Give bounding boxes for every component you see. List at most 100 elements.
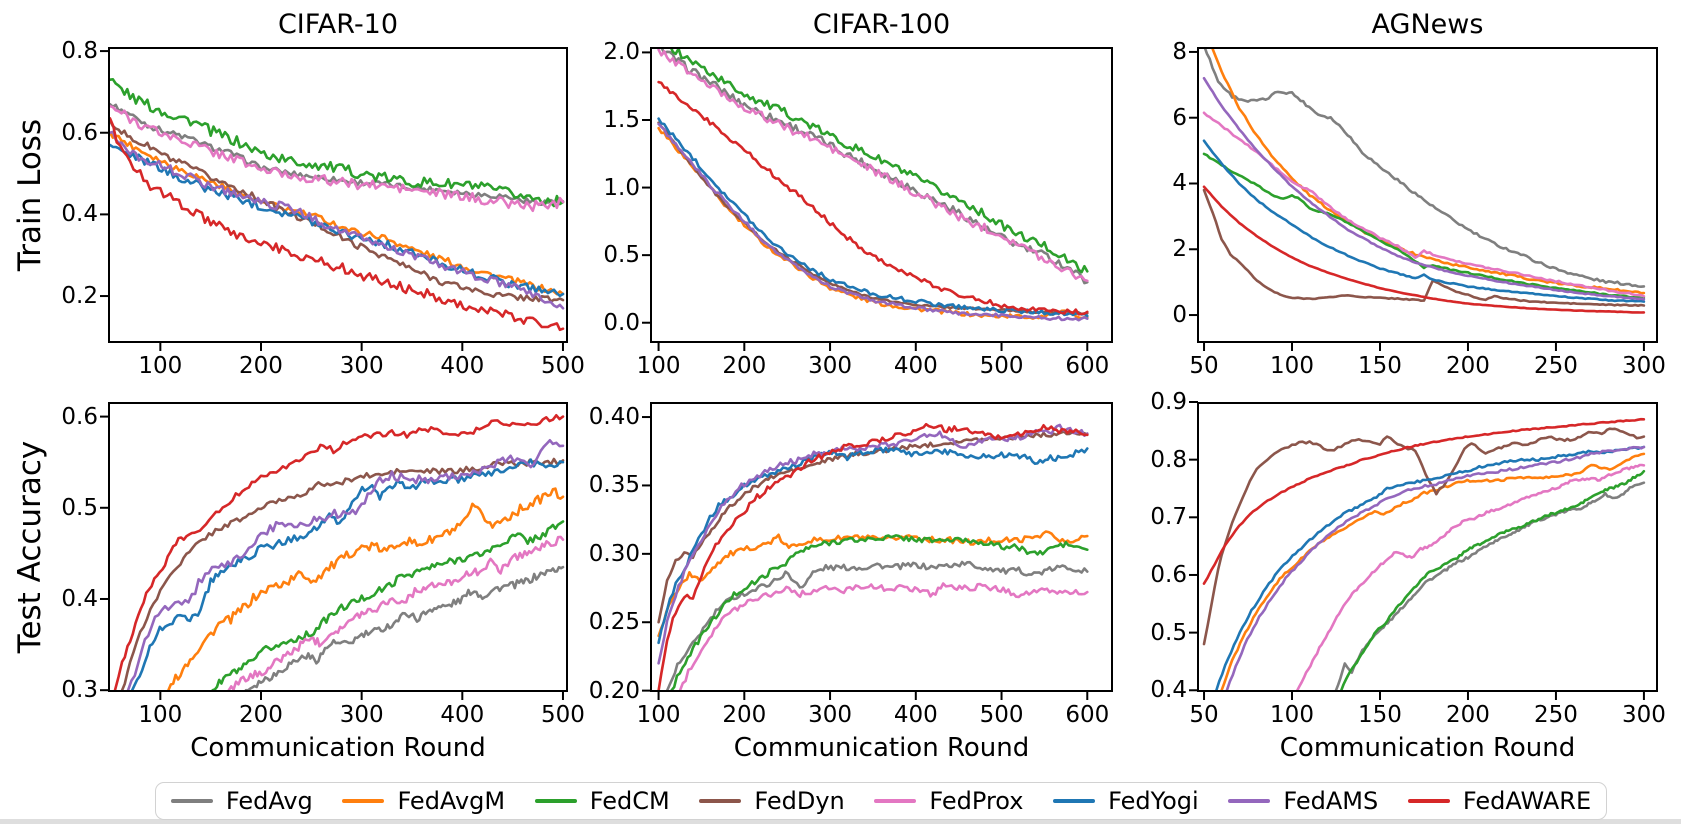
legend-line-swatch bbox=[534, 799, 577, 803]
x-tick-label: 400 bbox=[893, 353, 938, 379]
x-tick-label: 150 bbox=[1358, 353, 1402, 379]
x-tick-label: 400 bbox=[893, 702, 938, 728]
series-line-fedavgm bbox=[108, 131, 565, 296]
legend-line-swatch bbox=[1407, 799, 1450, 803]
series-line-fedavgm bbox=[1220, 452, 1646, 692]
y-tick-label: 0.9 bbox=[1150, 389, 1187, 415]
y-tick-label: 0.6 bbox=[61, 403, 98, 430]
bottom-divider bbox=[0, 819, 1681, 824]
y-tick-label: 1.5 bbox=[603, 106, 640, 133]
legend-item-fedavgm: FedAvgM bbox=[342, 787, 505, 815]
x-tick-label: 500 bbox=[979, 702, 1024, 728]
y-tick-label: 0.4 bbox=[61, 585, 98, 612]
legend-label: FedProx bbox=[929, 787, 1024, 815]
x-tick-label: 50 bbox=[1189, 702, 1219, 728]
subplot-cifar100-test-accuracy bbox=[642, 402, 1113, 700]
x-tick-label: 200 bbox=[1446, 702, 1490, 728]
x-tick-label: 200 bbox=[722, 353, 767, 379]
plot-canvas-cifar10-test-accuracy bbox=[100, 402, 568, 700]
y-tick-label: 0.8 bbox=[61, 38, 98, 65]
legend-box: FedAvg FedAvgM FedCM FedDyn FedProx FedYogi Fe… bbox=[155, 782, 1607, 820]
series-line-fedaware bbox=[113, 414, 565, 692]
x-tick-label: 500 bbox=[979, 353, 1024, 379]
axes-spines bbox=[1197, 402, 1658, 692]
xlabel-cifar100: Communication Round bbox=[733, 733, 1030, 763]
series-line-fedyogi bbox=[657, 117, 1089, 318]
x-tick-label: 300 bbox=[808, 702, 852, 728]
series-line-fedams bbox=[657, 423, 1089, 665]
x-tick-label: 300 bbox=[339, 353, 384, 379]
legend-line-swatch bbox=[1053, 799, 1096, 803]
y-tick-label: 1.0 bbox=[603, 174, 640, 201]
legend-item-fedprox: FedProx bbox=[874, 787, 1023, 815]
x-tick-label: 200 bbox=[1446, 353, 1490, 379]
y-tick-label: 8 bbox=[1172, 38, 1187, 65]
y-tick-label: 6 bbox=[1172, 104, 1187, 131]
plot-title-cifar10: CIFAR-10 bbox=[277, 9, 399, 40]
axes-spines bbox=[650, 47, 1113, 343]
subplot-cifar10-test-accuracy bbox=[100, 402, 568, 700]
y-tick-label: 2 bbox=[1172, 236, 1187, 263]
x-tick-label: 400 bbox=[440, 353, 485, 379]
axes-spines bbox=[108, 402, 568, 692]
y-tick-label: 0.25 bbox=[588, 609, 640, 636]
legend-line-swatch bbox=[874, 799, 917, 803]
x-tick-label: 100 bbox=[138, 702, 183, 728]
series-line-fedams bbox=[1202, 76, 1646, 301]
x-tick-label: 300 bbox=[1621, 702, 1666, 728]
y-tick-label: 0.5 bbox=[1150, 619, 1187, 646]
series-line-fedaware bbox=[1202, 185, 1646, 314]
y-tick-label: 0.20 bbox=[588, 677, 640, 704]
series-line-fedams bbox=[108, 130, 565, 310]
series-line-fedprox bbox=[678, 582, 1089, 692]
axes-spines bbox=[650, 402, 1113, 692]
series-line-fedams bbox=[126, 439, 565, 692]
y-tick-label: 0.6 bbox=[61, 119, 98, 146]
x-tick-label: 300 bbox=[1621, 353, 1666, 379]
xlabel-agnews: Communication Round bbox=[1279, 733, 1576, 763]
series-line-fedyogi bbox=[108, 143, 565, 298]
plot-canvas-cifar100-test-accuracy bbox=[642, 402, 1113, 700]
legend-label: FedAvg bbox=[225, 787, 313, 815]
series-line-fedprox bbox=[108, 104, 565, 213]
series-line-fedavg bbox=[665, 560, 1089, 692]
series-line-feddyn bbox=[1202, 188, 1646, 307]
x-tick-label: 100 bbox=[1270, 353, 1314, 379]
series-line-fedaware bbox=[1202, 417, 1646, 585]
x-tick-label: 300 bbox=[808, 353, 852, 379]
axes-spines bbox=[1197, 47, 1658, 343]
legend-label: FedAMS bbox=[1283, 787, 1379, 815]
legend-item-fedcm: FedCM bbox=[534, 787, 670, 815]
series-line-fedyogi bbox=[1215, 445, 1646, 692]
plot-canvas-agnews-train-loss bbox=[1189, 47, 1658, 351]
y-tick-label: 0.2 bbox=[61, 283, 98, 310]
x-tick-label: 250 bbox=[1533, 702, 1578, 728]
x-tick-label: 500 bbox=[541, 353, 585, 379]
y-tick-label: 0.7 bbox=[1150, 504, 1187, 531]
subplot-cifar10-train-loss bbox=[100, 47, 568, 351]
series-line-fedavgm bbox=[167, 487, 565, 692]
y-tick-label: 0.0 bbox=[603, 309, 640, 336]
legend-label: FedAvgM bbox=[397, 787, 506, 815]
series-line-fedyogi bbox=[130, 458, 565, 692]
legend-item-fedavg: FedAvg bbox=[170, 787, 313, 815]
legend-line-swatch bbox=[1228, 799, 1271, 803]
legend-item-feddyn: FedDyn bbox=[699, 787, 845, 815]
y-tick-label: 0.4 bbox=[61, 201, 98, 228]
x-tick-label: 100 bbox=[636, 702, 681, 728]
x-tick-label: 200 bbox=[239, 353, 283, 379]
y-tick-label: 0.30 bbox=[588, 540, 640, 567]
legend-label: FedAWARE bbox=[1462, 787, 1592, 815]
series-line-fedavgm bbox=[657, 530, 1089, 638]
series-line-fedcm bbox=[1202, 152, 1646, 300]
y-tick-label: 0 bbox=[1172, 302, 1187, 329]
x-tick-label: 300 bbox=[339, 702, 384, 728]
x-tick-label: 100 bbox=[636, 353, 681, 379]
series-line-feddyn bbox=[1202, 427, 1646, 646]
y-tick-label: 0.5 bbox=[603, 242, 640, 269]
axes-spines bbox=[108, 47, 568, 343]
series-line-fedavg bbox=[1203, 47, 1646, 288]
y-tick-label: 0.3 bbox=[61, 677, 98, 704]
series-line-fedyogi bbox=[1202, 139, 1646, 303]
y-tick-label: 0.6 bbox=[1150, 561, 1187, 588]
